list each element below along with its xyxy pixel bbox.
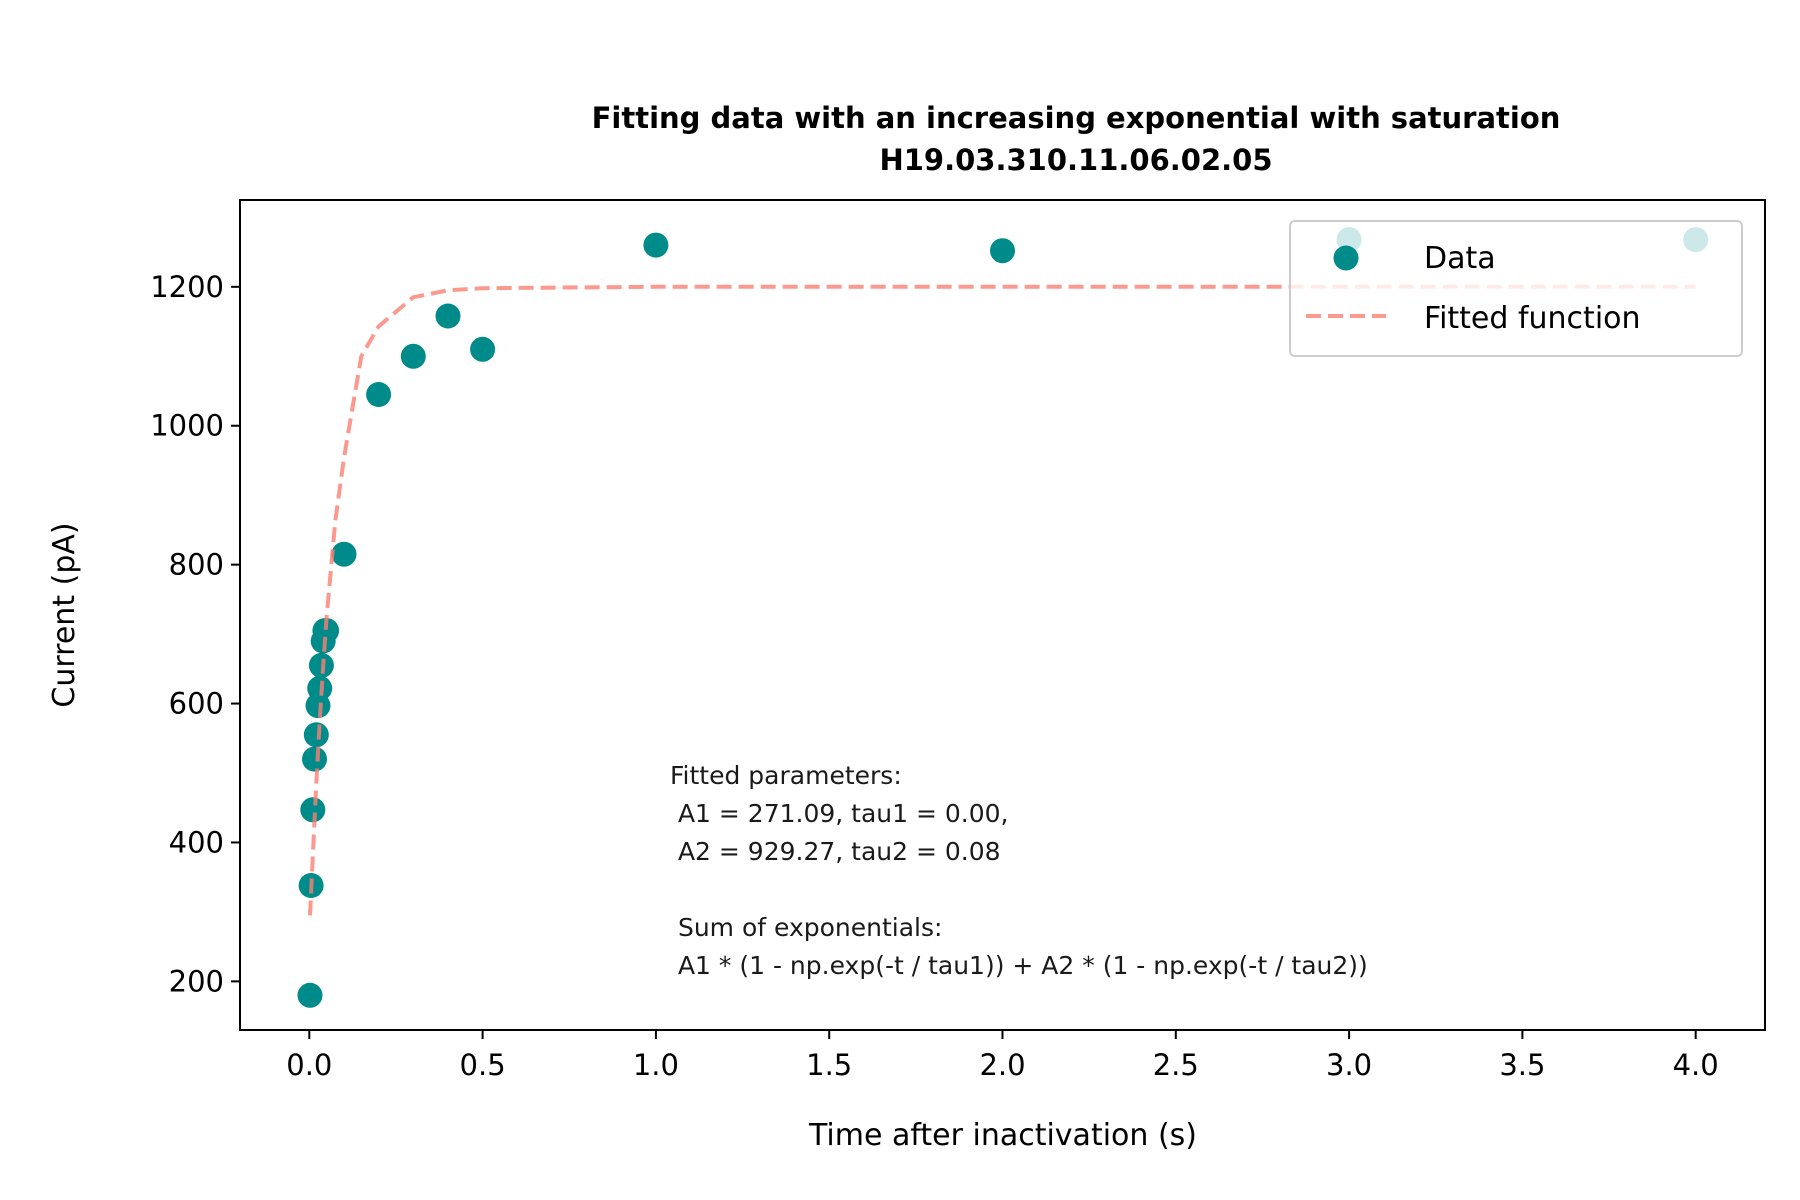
x-tick-label: 2.5 [1153, 1048, 1199, 1082]
plot-area [239, 199, 1766, 1031]
annotation-line: Sum of exponentials: [670, 913, 942, 942]
data-point [643, 232, 669, 258]
x-tick-label: 1.0 [633, 1048, 679, 1082]
y-axis-ticks: 200 400 600 800 1000 1200 [150, 270, 240, 998]
x-tick-label: 0.0 [286, 1048, 332, 1082]
legend-label-fit: Fitted function [1424, 301, 1641, 336]
x-tick-label: 2.0 [979, 1048, 1025, 1082]
x-tick-label: 3.0 [1326, 1048, 1372, 1082]
chart-subtitle: H19.03.310.11.06.02.05 [879, 143, 1272, 177]
y-tick-label: 600 [169, 687, 224, 721]
annotation-line: Fitted parameters: [670, 761, 902, 790]
x-axis-label: Time after inactivation (s) [808, 1118, 1197, 1153]
data-point [297, 982, 323, 1008]
x-tick-label: 0.5 [460, 1048, 506, 1082]
annotation-line: A1 * (1 - np.exp(-t / tau1)) + A2 * (1 -… [670, 951, 1368, 980]
data-point [303, 722, 329, 748]
data-point [302, 746, 327, 772]
annotation-line: A1 = 271.09, tau1 = 0.00, [670, 799, 1009, 828]
fitted-function-line [308, 284, 1696, 916]
annotation-line: A2 = 929.27, tau2 = 0.08 [670, 837, 1001, 866]
legend-label-data: Data [1424, 241, 1496, 276]
y-tick-label: 1200 [150, 270, 224, 304]
y-axis-label: Current (pA) [47, 522, 82, 707]
legend-marker-data [1333, 245, 1359, 271]
x-tick-label: 4.0 [1673, 1048, 1719, 1082]
y-tick-label: 800 [169, 548, 224, 582]
x-tick-label: 1.5 [806, 1048, 852, 1082]
data-point [314, 618, 340, 644]
x-tick-label: 3.5 [1499, 1048, 1545, 1082]
fit-parameters-annotation: Fitted parameters: A1 = 271.09, tau1 = 0… [670, 761, 1368, 980]
y-tick-label: 400 [169, 825, 224, 859]
legend: Data Fitted function [1289, 220, 1743, 357]
data-point [435, 303, 461, 329]
data-point [331, 541, 357, 567]
data-point [470, 336, 496, 362]
data-point [400, 343, 426, 369]
data-point [366, 382, 392, 407]
y-tick-label: 1000 [150, 409, 224, 443]
chart-title: Fitting data with an increasing exponent… [592, 101, 1561, 135]
data-point [307, 675, 333, 701]
data-point [300, 797, 326, 823]
data-point [990, 238, 1015, 264]
x-axis-ticks: 0.0 0.5 1.0 1.5 2.0 2.5 3.0 3.5 4.0 [286, 1030, 1719, 1082]
y-tick-label: 200 [169, 964, 224, 998]
legend-box [1289, 220, 1743, 357]
